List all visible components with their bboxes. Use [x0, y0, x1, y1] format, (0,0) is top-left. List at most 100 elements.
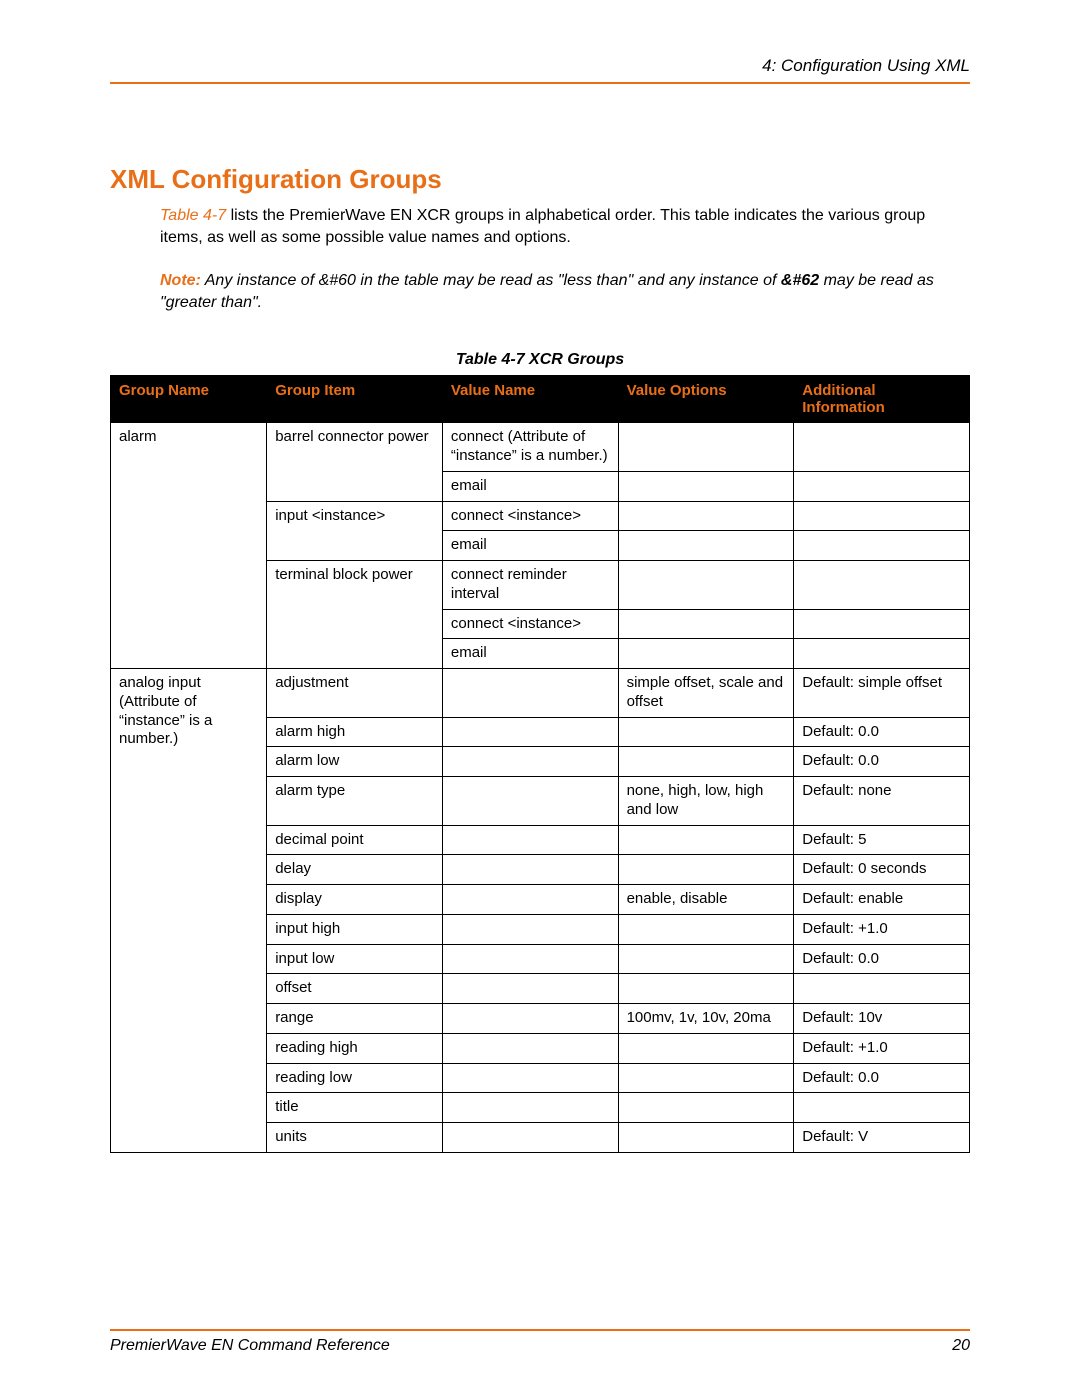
cell-additional-info: [794, 561, 970, 610]
cell-value-name: connect <instance>: [442, 609, 618, 639]
cell-additional-info: Default: enable: [794, 885, 970, 915]
cell-additional-info: Default: 0.0: [794, 717, 970, 747]
cell-value-name: email: [442, 531, 618, 561]
cell-additional-info: Default: +1.0: [794, 914, 970, 944]
cell-group-item: alarm type: [267, 777, 443, 826]
cell-additional-info: Default: 0.0: [794, 1063, 970, 1093]
cell-value-options: enable, disable: [618, 885, 794, 915]
col-header-group-item: Group Item: [267, 376, 443, 423]
cell-value-name: connect <instance>: [442, 501, 618, 531]
table-header-row: Group Name Group Item Value Name Value O…: [111, 376, 970, 423]
cell-value-options: [618, 561, 794, 610]
cell-value-options: [618, 974, 794, 1004]
cell-group-item: units: [267, 1123, 443, 1153]
cell-value-name: connect (Attribute of “instance” is a nu…: [442, 423, 618, 472]
cell-value-options: [618, 471, 794, 501]
cell-value-name: [442, 747, 618, 777]
cell-value-name: [442, 1063, 618, 1093]
cell-value-options: [618, 717, 794, 747]
cell-additional-info: Default: none: [794, 777, 970, 826]
cell-value-options: [618, 1123, 794, 1153]
cell-group-item: delay: [267, 855, 443, 885]
cell-value-options: [618, 609, 794, 639]
cell-value-options: [618, 1093, 794, 1123]
cell-additional-info: Default: 0.0: [794, 944, 970, 974]
cell-value-name: email: [442, 471, 618, 501]
intro-text: lists the PremierWave EN XCR groups in a…: [160, 207, 925, 246]
cell-group-item: adjustment: [267, 669, 443, 718]
cell-additional-info: [794, 609, 970, 639]
cell-group-item: terminal block power: [267, 561, 443, 669]
cell-value-name: [442, 1004, 618, 1034]
col-header-value-name: Value Name: [442, 376, 618, 423]
cell-group-item: title: [267, 1093, 443, 1123]
cell-value-name: [442, 885, 618, 915]
table-caption: Table 4-7 XCR Groups: [110, 351, 970, 369]
note-label: Note:: [160, 272, 201, 289]
cell-value-options: [618, 747, 794, 777]
cell-value-options: [618, 944, 794, 974]
cell-group-item: barrel connector power: [267, 423, 443, 501]
cell-group-item: reading high: [267, 1033, 443, 1063]
cell-value-name: [442, 914, 618, 944]
cell-group-item: input <instance>: [267, 501, 443, 561]
cell-additional-info: [794, 1093, 970, 1123]
cell-value-options: [618, 914, 794, 944]
table-row: analog input (Attribute of “instance” is…: [111, 669, 970, 718]
table-row: alarmbarrel connector powerconnect (Attr…: [111, 423, 970, 472]
section-title: XML Configuration Groups: [110, 164, 970, 195]
note-text-1: Any instance of &#60 in the table may be…: [201, 272, 781, 289]
cell-additional-info: Default: 10v: [794, 1004, 970, 1034]
cell-value-name: [442, 944, 618, 974]
cell-additional-info: [794, 974, 970, 1004]
chapter-header: 4: Configuration Using XML: [110, 56, 970, 82]
cell-additional-info: Default: 0 seconds: [794, 855, 970, 885]
cell-additional-info: Default: V: [794, 1123, 970, 1153]
cell-group-item: alarm high: [267, 717, 443, 747]
cell-additional-info: Default: simple offset: [794, 669, 970, 718]
cell-value-options: [618, 1063, 794, 1093]
cell-value-options: [618, 531, 794, 561]
page-footer: PremierWave EN Command Reference 20: [110, 1329, 970, 1355]
cell-value-options: [618, 501, 794, 531]
cell-value-options: none, high, low, high and low: [618, 777, 794, 826]
cell-additional-info: [794, 471, 970, 501]
cell-group-item: range: [267, 1004, 443, 1034]
col-header-group-name: Group Name: [111, 376, 267, 423]
cell-additional-info: Default: 5: [794, 825, 970, 855]
cell-value-name: [442, 777, 618, 826]
xcr-groups-table: Group Name Group Item Value Name Value O…: [110, 375, 970, 1153]
cell-group-name: alarm: [111, 423, 267, 669]
cell-value-options: 100mv, 1v, 10v, 20ma: [618, 1004, 794, 1034]
cell-value-options: [618, 825, 794, 855]
cell-group-name: analog input (Attribute of “instance” is…: [111, 669, 267, 1153]
cell-value-name: [442, 825, 618, 855]
cell-value-options: [618, 1033, 794, 1063]
cell-value-options: simple offset, scale and offset: [618, 669, 794, 718]
cell-additional-info: [794, 423, 970, 472]
cell-group-item: input low: [267, 944, 443, 974]
cell-value-name: [442, 855, 618, 885]
cell-value-options: [618, 855, 794, 885]
page: 4: Configuration Using XML XML Configura…: [0, 0, 1080, 1397]
cell-additional-info: Default: 0.0: [794, 747, 970, 777]
cell-additional-info: [794, 501, 970, 531]
cell-group-item: alarm low: [267, 747, 443, 777]
cell-value-name: [442, 974, 618, 1004]
footer-page-number: 20: [952, 1337, 970, 1355]
cell-value-name: email: [442, 639, 618, 669]
col-header-value-options: Value Options: [618, 376, 794, 423]
cell-additional-info: [794, 531, 970, 561]
cell-value-name: [442, 1033, 618, 1063]
note-entity-1: &#62: [781, 272, 819, 289]
cell-group-item: offset: [267, 974, 443, 1004]
cell-value-name: [442, 1093, 618, 1123]
intro-paragraph: Table 4-7 lists the PremierWave EN XCR g…: [160, 205, 970, 248]
cell-value-options: [618, 639, 794, 669]
table-reference-link[interactable]: Table 4-7: [160, 207, 226, 224]
cell-value-name: [442, 717, 618, 747]
cell-group-item: reading low: [267, 1063, 443, 1093]
top-rule: [110, 82, 970, 84]
note-block: Note: Any instance of &#60 in the table …: [160, 270, 970, 313]
cell-group-item: input high: [267, 914, 443, 944]
